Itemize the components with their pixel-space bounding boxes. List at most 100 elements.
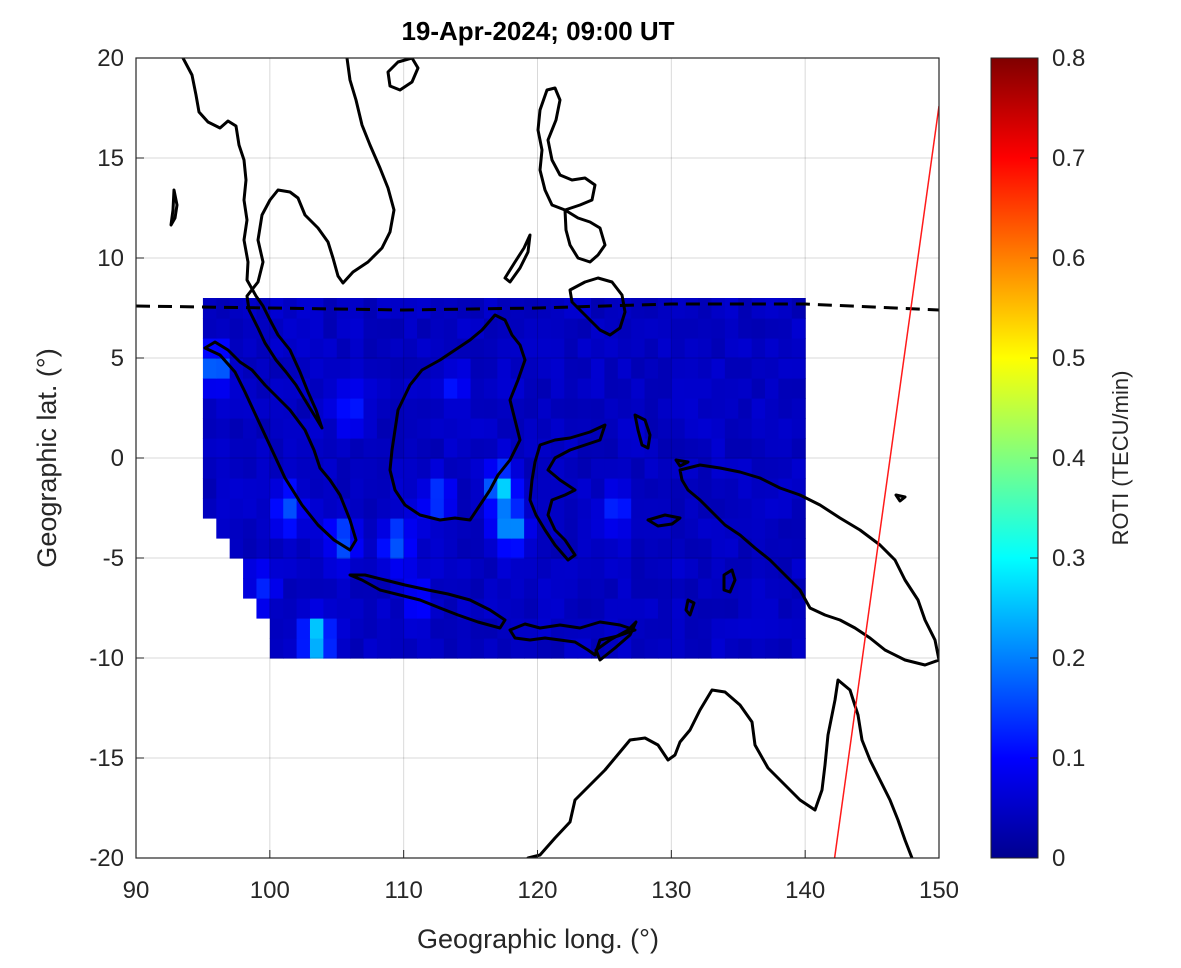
roti-cell bbox=[617, 578, 632, 599]
roti-cell bbox=[497, 338, 512, 359]
roti-cell bbox=[296, 318, 311, 339]
roti-cell bbox=[497, 478, 512, 499]
roti-cell bbox=[269, 498, 284, 519]
roti-cell bbox=[657, 518, 672, 539]
roti-cell bbox=[283, 438, 298, 459]
roti-cell bbox=[403, 398, 418, 419]
roti-cell bbox=[363, 538, 378, 559]
roti-cell bbox=[657, 638, 672, 659]
roti-cell bbox=[417, 438, 432, 459]
roti-cell bbox=[604, 358, 619, 379]
roti-cell bbox=[243, 558, 258, 579]
roti-cell bbox=[229, 438, 244, 459]
roti-cell bbox=[657, 298, 672, 319]
roti-cell bbox=[617, 498, 632, 519]
roti-cell bbox=[671, 558, 686, 579]
roti-cell bbox=[216, 438, 231, 459]
roti-cell bbox=[791, 558, 806, 579]
x-axis-label: Geographic long. (°) bbox=[417, 924, 659, 954]
roti-cell bbox=[350, 578, 365, 599]
roti-cell bbox=[644, 478, 659, 499]
roti-cell bbox=[524, 358, 539, 379]
roti-cell bbox=[711, 358, 726, 379]
roti-cell bbox=[577, 538, 592, 559]
roti-cell bbox=[684, 558, 699, 579]
roti-cell bbox=[376, 598, 391, 619]
roti-cell bbox=[256, 378, 271, 399]
roti-cell bbox=[350, 438, 365, 459]
roti-cell bbox=[724, 338, 739, 359]
roti-cell bbox=[791, 458, 806, 479]
roti-cell bbox=[564, 498, 579, 519]
roti-cell bbox=[457, 298, 472, 319]
roti-cell bbox=[617, 478, 632, 499]
roti-cell bbox=[765, 598, 779, 619]
coastline-palawan bbox=[503, 233, 532, 284]
roti-cell bbox=[724, 398, 739, 419]
roti-cell bbox=[537, 318, 552, 339]
roti-cell bbox=[390, 638, 405, 659]
roti-cell bbox=[363, 498, 378, 519]
roti-cell bbox=[698, 318, 713, 339]
roti-cell bbox=[470, 318, 485, 339]
roti-cell bbox=[470, 338, 485, 359]
roti-cell bbox=[724, 318, 739, 339]
roti-cell bbox=[724, 418, 739, 439]
roti-cell bbox=[564, 378, 579, 399]
roti-cell bbox=[738, 378, 753, 399]
roti-cell bbox=[537, 358, 552, 379]
roti-cell bbox=[617, 538, 632, 559]
roti-cell bbox=[350, 318, 365, 339]
roti-cell bbox=[243, 418, 258, 439]
roti-cell bbox=[671, 358, 686, 379]
roti-cell bbox=[738, 338, 753, 359]
coastline-small-island-3 bbox=[894, 493, 907, 503]
roti-cell bbox=[791, 338, 806, 359]
roti-cell bbox=[256, 478, 271, 499]
roti-cell bbox=[604, 498, 619, 519]
coastline-small-island-2 bbox=[684, 598, 696, 617]
y-tick-label: 15 bbox=[97, 145, 124, 172]
roti-cell bbox=[457, 638, 472, 659]
roti-cell bbox=[363, 558, 378, 579]
roti-cell bbox=[524, 318, 539, 339]
roti-cell bbox=[778, 498, 793, 519]
roti-cell bbox=[309, 578, 324, 599]
roti-cell bbox=[363, 378, 378, 399]
roti-cell bbox=[657, 578, 672, 599]
roti-cell bbox=[390, 598, 405, 619]
roti-cell bbox=[631, 338, 646, 359]
roti-cell bbox=[510, 458, 525, 479]
roti-cell bbox=[376, 338, 391, 359]
roti-cell bbox=[216, 478, 231, 499]
coastline-seram bbox=[646, 513, 682, 528]
roti-cell bbox=[363, 438, 378, 459]
roti-cell bbox=[617, 358, 632, 379]
roti-cell bbox=[323, 458, 338, 479]
roti-cell bbox=[765, 638, 779, 659]
roti-cell bbox=[376, 398, 391, 419]
roti-cell bbox=[216, 418, 231, 439]
roti-cell bbox=[671, 478, 686, 499]
colorbar-tick-label: 0.4 bbox=[1052, 445, 1085, 472]
roti-cell bbox=[510, 338, 525, 359]
roti-cell bbox=[550, 598, 565, 619]
roti-cell bbox=[376, 318, 391, 339]
roti-cell bbox=[524, 538, 539, 559]
roti-cell bbox=[738, 578, 753, 599]
roti-cell bbox=[417, 558, 432, 579]
roti-cell bbox=[550, 318, 565, 339]
roti-cell bbox=[577, 558, 592, 579]
roti-cell bbox=[564, 318, 579, 339]
roti-cell bbox=[711, 298, 726, 319]
roti-cell bbox=[376, 578, 391, 599]
roti-cell bbox=[537, 458, 552, 479]
roti-cell bbox=[350, 478, 365, 499]
roti-cell bbox=[577, 458, 592, 479]
roti-cell bbox=[323, 418, 338, 439]
roti-cell bbox=[363, 618, 378, 639]
roti-cell bbox=[497, 398, 512, 419]
roti-cell bbox=[631, 458, 646, 479]
roti-cell bbox=[724, 638, 739, 659]
roti-cell bbox=[644, 578, 659, 599]
